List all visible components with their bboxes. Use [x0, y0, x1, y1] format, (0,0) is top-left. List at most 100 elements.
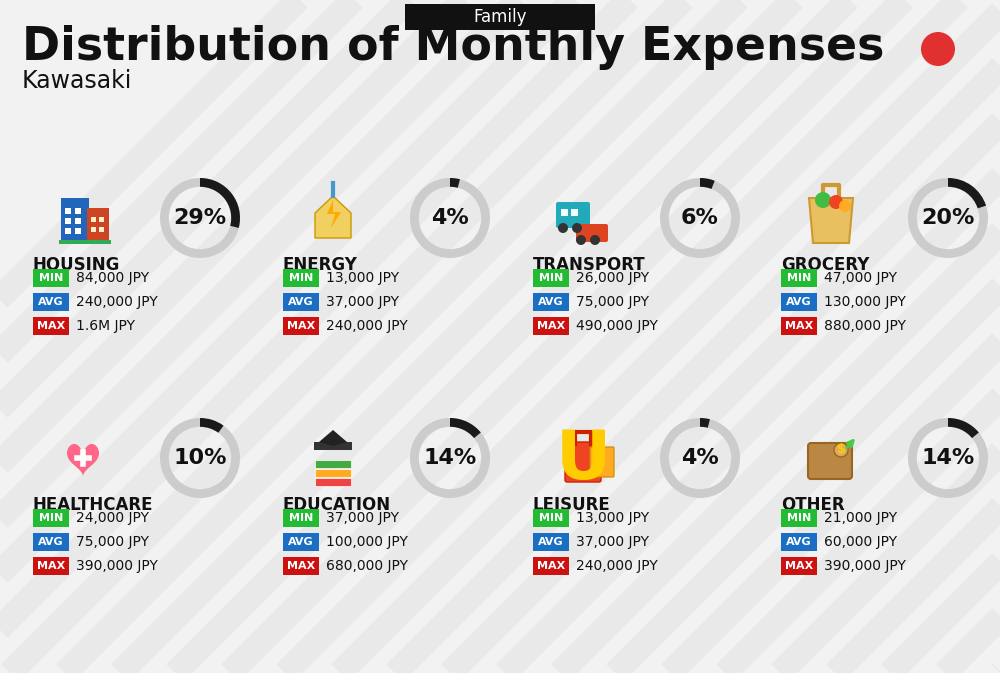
FancyBboxPatch shape — [87, 208, 109, 240]
Wedge shape — [450, 418, 481, 438]
Text: 24,000 JPY: 24,000 JPY — [76, 511, 149, 525]
Circle shape — [576, 235, 586, 245]
Wedge shape — [160, 178, 240, 258]
Text: 47,000 JPY: 47,000 JPY — [824, 271, 897, 285]
Circle shape — [558, 223, 568, 233]
FancyBboxPatch shape — [283, 509, 319, 527]
Text: AVG: AVG — [538, 297, 564, 307]
Text: OTHER: OTHER — [781, 496, 845, 514]
Polygon shape — [315, 196, 351, 238]
Text: TRANSPORT: TRANSPORT — [533, 256, 646, 274]
Text: MIN: MIN — [787, 513, 811, 523]
FancyBboxPatch shape — [781, 533, 817, 551]
FancyBboxPatch shape — [590, 447, 614, 477]
FancyBboxPatch shape — [781, 293, 817, 311]
FancyBboxPatch shape — [556, 202, 590, 228]
FancyBboxPatch shape — [533, 317, 569, 335]
FancyBboxPatch shape — [33, 269, 69, 287]
FancyBboxPatch shape — [533, 509, 569, 527]
Wedge shape — [948, 178, 986, 209]
Text: U: U — [555, 427, 611, 493]
FancyBboxPatch shape — [283, 557, 319, 575]
Text: AVG: AVG — [786, 537, 812, 547]
Text: 60,000 JPY: 60,000 JPY — [824, 535, 897, 549]
Text: AVG: AVG — [38, 297, 64, 307]
FancyBboxPatch shape — [533, 269, 569, 287]
Wedge shape — [700, 178, 715, 189]
Text: ENERGY: ENERGY — [283, 256, 358, 274]
Text: 390,000 JPY: 390,000 JPY — [824, 559, 906, 573]
Text: 680,000 JPY: 680,000 JPY — [326, 559, 408, 573]
Text: 240,000 JPY: 240,000 JPY — [76, 295, 158, 309]
Text: 10%: 10% — [173, 448, 227, 468]
FancyBboxPatch shape — [315, 478, 351, 486]
FancyBboxPatch shape — [91, 227, 96, 232]
FancyBboxPatch shape — [781, 269, 817, 287]
Text: LEISURE: LEISURE — [533, 496, 611, 514]
Wedge shape — [908, 418, 988, 498]
Wedge shape — [160, 418, 240, 498]
Text: MIN: MIN — [39, 513, 63, 523]
Text: 240,000 JPY: 240,000 JPY — [326, 319, 408, 333]
Text: 75,000 JPY: 75,000 JPY — [76, 535, 149, 549]
Wedge shape — [700, 418, 710, 428]
Text: AVG: AVG — [786, 297, 812, 307]
FancyBboxPatch shape — [33, 509, 69, 527]
Text: Distribution of Monthly Expenses: Distribution of Monthly Expenses — [22, 26, 884, 71]
Text: MAX: MAX — [37, 321, 65, 331]
Text: MAX: MAX — [785, 561, 813, 571]
FancyBboxPatch shape — [315, 469, 351, 477]
Text: 20%: 20% — [921, 208, 975, 228]
Text: 6%: 6% — [681, 208, 719, 228]
Text: 490,000 JPY: 490,000 JPY — [576, 319, 658, 333]
Wedge shape — [948, 418, 979, 438]
FancyBboxPatch shape — [315, 460, 351, 468]
Circle shape — [572, 223, 582, 233]
Wedge shape — [660, 418, 740, 498]
FancyBboxPatch shape — [75, 228, 81, 234]
Text: 37,000 JPY: 37,000 JPY — [326, 511, 399, 525]
Text: MIN: MIN — [787, 273, 811, 283]
Text: MAX: MAX — [287, 561, 315, 571]
FancyBboxPatch shape — [781, 509, 817, 527]
Wedge shape — [410, 178, 490, 258]
Polygon shape — [327, 200, 341, 228]
FancyBboxPatch shape — [283, 533, 319, 551]
FancyBboxPatch shape — [405, 4, 595, 30]
FancyBboxPatch shape — [533, 293, 569, 311]
Wedge shape — [200, 418, 224, 433]
FancyBboxPatch shape — [33, 557, 69, 575]
Circle shape — [834, 443, 848, 457]
Polygon shape — [319, 430, 347, 446]
Text: AVG: AVG — [38, 537, 64, 547]
FancyBboxPatch shape — [99, 227, 104, 232]
FancyBboxPatch shape — [283, 293, 319, 311]
Text: HOUSING: HOUSING — [33, 256, 120, 274]
Text: 13,000 JPY: 13,000 JPY — [326, 271, 399, 285]
Text: 240,000 JPY: 240,000 JPY — [576, 559, 658, 573]
Text: 14%: 14% — [921, 448, 975, 468]
Text: 130,000 JPY: 130,000 JPY — [824, 295, 906, 309]
Text: 1.6M JPY: 1.6M JPY — [76, 319, 135, 333]
FancyBboxPatch shape — [576, 224, 608, 242]
FancyBboxPatch shape — [65, 228, 71, 234]
FancyBboxPatch shape — [59, 240, 111, 244]
FancyBboxPatch shape — [91, 217, 96, 222]
FancyBboxPatch shape — [533, 533, 569, 551]
FancyBboxPatch shape — [571, 209, 578, 216]
Text: 26,000 JPY: 26,000 JPY — [576, 271, 649, 285]
Text: 37,000 JPY: 37,000 JPY — [576, 535, 649, 549]
Text: MIN: MIN — [539, 273, 563, 283]
Text: 75,000 JPY: 75,000 JPY — [576, 295, 649, 309]
Text: MAX: MAX — [537, 561, 565, 571]
Circle shape — [839, 200, 851, 212]
Text: MAX: MAX — [37, 561, 65, 571]
Text: Kawasaki: Kawasaki — [22, 69, 132, 93]
FancyBboxPatch shape — [75, 208, 81, 214]
FancyBboxPatch shape — [75, 218, 81, 224]
Text: 4%: 4% — [681, 448, 719, 468]
Text: MIN: MIN — [539, 513, 563, 523]
Polygon shape — [809, 198, 853, 243]
Text: 37,000 JPY: 37,000 JPY — [326, 295, 399, 309]
Wedge shape — [660, 178, 740, 258]
